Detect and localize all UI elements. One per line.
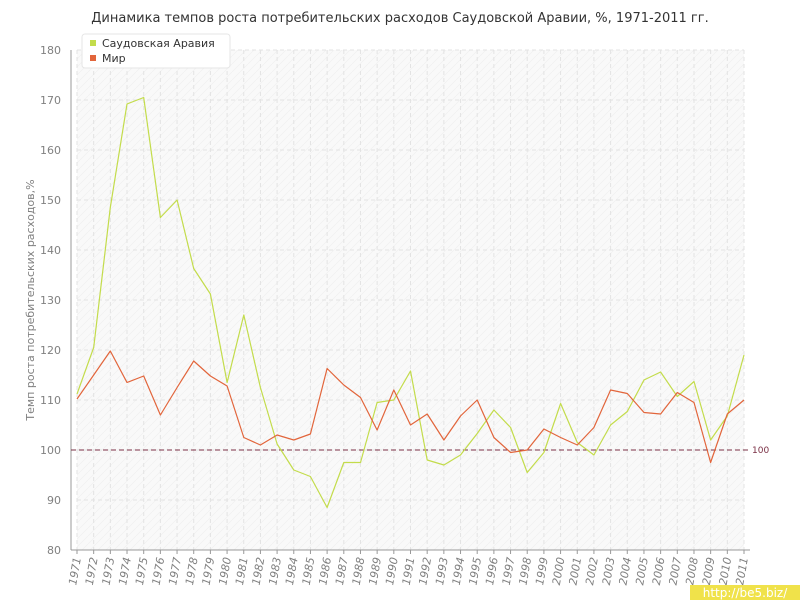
y-axis-ticks: 80 90 100 110 120 130 140 150 160 170 180 — [40, 44, 61, 557]
x-tick-label: 1994 — [450, 556, 468, 586]
x-tick-label: 1999 — [533, 556, 551, 586]
y-tick-label: 110 — [40, 394, 61, 407]
x-tick-label: 1980 — [216, 556, 234, 586]
chart-title: Динамика темпов роста потребительских ра… — [91, 11, 708, 26]
y-tick-label: 90 — [47, 494, 61, 507]
x-tick-label: 1985 — [300, 556, 318, 586]
x-tick-label: 2007 — [667, 556, 685, 586]
series-line-world — [76, 350, 745, 464]
x-tick-label: 1972 — [83, 556, 101, 586]
x-tick-label: 1971 — [66, 556, 84, 586]
reference-line: 100 — [71, 446, 769, 456]
x-tick-label: 2009 — [700, 556, 718, 586]
legend-label-world: Мир — [102, 52, 126, 65]
x-tick-label: 2011 — [733, 556, 751, 586]
y-tick-label: 170 — [40, 94, 61, 107]
x-tick-label: 2008 — [683, 556, 701, 586]
x-tick-label: 1976 — [150, 556, 168, 586]
x-tick-label: 1981 — [233, 556, 251, 586]
y-tick-label: 130 — [40, 294, 61, 307]
watermark-text[interactable]: http://be5.biz/ — [703, 586, 788, 600]
x-tick-label: 1997 — [500, 556, 518, 586]
x-tick-label: 1973 — [100, 556, 118, 586]
x-tick-label: 2004 — [617, 556, 635, 586]
x-tick-label: 1993 — [433, 556, 451, 586]
x-tick-label: 1979 — [200, 556, 218, 586]
y-tick-label: 180 — [40, 44, 61, 57]
x-tick-label: 1977 — [166, 556, 184, 586]
watermark[interactable]: http://be5.biz/ — [690, 585, 800, 600]
x-tick-label: 2003 — [600, 556, 618, 586]
x-tick-label: 2000 — [550, 556, 568, 586]
x-tick-label: 1991 — [400, 556, 418, 586]
x-tick-label: 1975 — [133, 556, 151, 586]
x-tick-label: 1992 — [416, 556, 434, 586]
x-tick-label: 1990 — [383, 556, 401, 586]
x-tick-label: 2001 — [567, 556, 585, 586]
x-tick-label: 1982 — [250, 556, 268, 586]
x-tick-label: 2006 — [650, 556, 668, 586]
x-tick-label: 2010 — [717, 556, 735, 586]
x-tick-label: 1978 — [183, 556, 201, 586]
x-tick-label: 2005 — [633, 556, 651, 586]
x-tick-label: 1974 — [116, 556, 134, 586]
x-tick-label: 1984 — [283, 556, 301, 586]
y-tick-label: 160 — [40, 144, 61, 157]
legend-box — [81, 33, 231, 69]
x-tick-label: 1983 — [266, 556, 284, 586]
x-tick-label: 1988 — [350, 556, 368, 586]
x-tick-label: 2002 — [583, 556, 601, 586]
y-tick-label: 150 — [40, 194, 61, 207]
reference-line-label: 100 — [752, 446, 769, 456]
series-lines — [76, 96, 745, 509]
x-tick-label: 1989 — [366, 556, 384, 586]
y-tick-label: 80 — [47, 544, 61, 557]
y-axis-title: Темп роста потребительских расходов,% — [24, 179, 37, 421]
legend-marker-saudi — [90, 40, 96, 46]
x-tick-label: 1998 — [517, 556, 535, 586]
legend-marker-world — [90, 55, 96, 61]
x-axis-ticks: 1971 1972 1973 1974 1975 1976 1977 1978 1979 1980… — [66, 550, 751, 586]
x-tick-label: 1996 — [483, 556, 501, 586]
x-tick-label: 1986 — [316, 556, 334, 586]
watermark-background — [690, 585, 800, 600]
y-tick-label: 100 — [40, 444, 61, 457]
series-line-saudi — [76, 96, 745, 509]
x-tick-label: 1995 — [466, 556, 484, 586]
y-tick-label: 120 — [40, 344, 61, 357]
legend-label-saudi: Саудовская Аравия — [102, 37, 215, 50]
gridlines — [76, 49, 745, 551]
legend: Саудовская Аравия Мир — [81, 33, 231, 69]
y-tick-label: 140 — [40, 244, 61, 257]
x-tick-label: 1987 — [333, 556, 351, 586]
